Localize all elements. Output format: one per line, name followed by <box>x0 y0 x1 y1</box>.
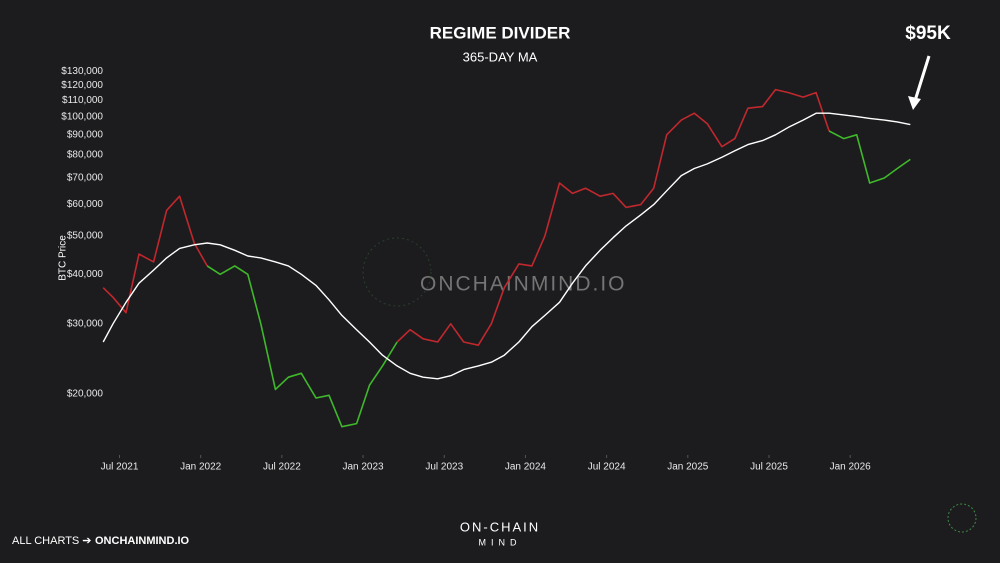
y-tick-label: $90,000 <box>67 129 104 140</box>
logo-bottom: MIND <box>479 537 522 547</box>
x-tick-label: Jul 2021 <box>101 462 139 473</box>
watermark: ONCHAINMIND.IO <box>420 273 627 296</box>
x-tick-label: Jan 2026 <box>830 462 872 473</box>
y-axis-label: BTC Price <box>58 235 69 281</box>
x-tick-label: Jul 2022 <box>263 462 301 473</box>
x-tick-label: Jul 2025 <box>750 462 788 473</box>
y-tick-label: $110,000 <box>62 95 103 106</box>
x-tick-label: Jul 2023 <box>425 462 463 473</box>
chart-title: REGIME DIVIDER <box>430 23 571 42</box>
price-line <box>206 130 911 428</box>
x-tick-label: Jul 2024 <box>588 462 626 473</box>
price-line <box>102 112 911 380</box>
footer-link[interactable]: ONCHAINMIND.IO <box>95 535 190 547</box>
logo-top: ON-CHAIN <box>460 519 540 534</box>
x-tick-label: Jan 2023 <box>342 462 384 473</box>
corner-logo <box>947 503 977 533</box>
annotation: $95K <box>905 23 951 44</box>
y-tick-label: $20,000 <box>67 388 104 399</box>
chart-subtitle: 365-DAY MA <box>463 49 538 64</box>
y-tick-label: $30,000 <box>67 318 104 329</box>
x-tick-label: Jan 2025 <box>667 462 709 473</box>
footer-prefix: ALL CHARTS ➔ <box>12 535 92 547</box>
y-tick-label: $80,000 <box>67 150 104 161</box>
watermark-logo <box>362 237 432 307</box>
x-tick-label: Jan 2022 <box>180 462 222 473</box>
y-tick-label: $50,000 <box>67 231 104 242</box>
x-tick-label: Jan 2024 <box>505 462 547 473</box>
annotation-arrowhead <box>908 96 921 110</box>
y-tick-label: $130,000 <box>61 66 103 77</box>
y-tick-label: $100,000 <box>61 111 103 122</box>
annotation-arrow <box>912 55 931 105</box>
y-tick-label: $60,000 <box>67 199 104 210</box>
y-tick-label: $70,000 <box>67 173 104 184</box>
y-tick-label: $40,000 <box>67 269 104 280</box>
price-line <box>102 88 830 346</box>
y-tick-label: $120,000 <box>61 80 103 91</box>
